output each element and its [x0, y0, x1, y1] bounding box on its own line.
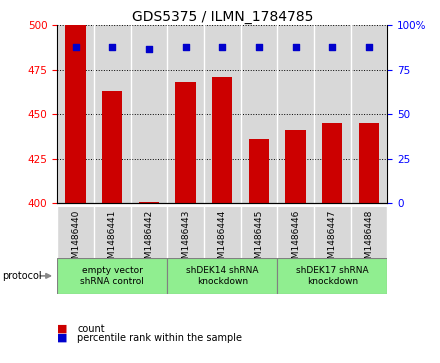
Title: GDS5375 / ILMN_1784785: GDS5375 / ILMN_1784785	[132, 11, 313, 24]
Point	[292, 44, 299, 50]
Bar	[131, 207, 167, 258]
Point	[109, 44, 116, 50]
Text: GSM1486443: GSM1486443	[181, 209, 190, 270]
Bar	[351, 207, 387, 258]
Text: protocol: protocol	[2, 271, 42, 281]
Text: empty vector
shRNA control: empty vector shRNA control	[80, 266, 144, 286]
Text: GSM1486448: GSM1486448	[364, 209, 374, 270]
Bar	[176, 82, 196, 203]
Bar	[94, 207, 131, 258]
Bar	[167, 25, 204, 203]
Bar	[286, 130, 306, 203]
Bar	[359, 123, 379, 203]
Bar	[131, 25, 167, 203]
Bar	[314, 25, 351, 203]
Point	[145, 46, 152, 52]
Text: GSM1486444: GSM1486444	[218, 209, 227, 270]
Point	[255, 44, 262, 50]
Point	[329, 44, 336, 50]
Bar	[57, 258, 167, 294]
Text: GSM1486442: GSM1486442	[144, 209, 154, 270]
Bar	[277, 207, 314, 258]
Bar	[351, 25, 387, 203]
Bar	[277, 258, 387, 294]
Bar	[204, 207, 241, 258]
Point	[365, 44, 372, 50]
Bar	[94, 25, 131, 203]
Text: GSM1486440: GSM1486440	[71, 209, 80, 270]
Text: shDEK17 shRNA
knockdown: shDEK17 shRNA knockdown	[296, 266, 369, 286]
Text: shDEK14 shRNA
knockdown: shDEK14 shRNA knockdown	[186, 266, 258, 286]
Text: count: count	[77, 323, 105, 334]
Text: GSM1486445: GSM1486445	[254, 209, 264, 270]
Bar	[212, 77, 232, 203]
Text: GSM1486447: GSM1486447	[328, 209, 337, 270]
Bar	[167, 258, 277, 294]
Text: percentile rank within the sample: percentile rank within the sample	[77, 333, 242, 343]
Bar	[57, 25, 94, 203]
Bar	[57, 207, 94, 258]
Bar	[204, 25, 241, 203]
Bar	[66, 25, 86, 203]
Text: GSM1486446: GSM1486446	[291, 209, 300, 270]
Bar	[139, 201, 159, 203]
Bar	[322, 123, 342, 203]
Text: ■: ■	[57, 333, 68, 343]
Text: GSM1486441: GSM1486441	[108, 209, 117, 270]
Point	[72, 44, 79, 50]
Point	[182, 44, 189, 50]
Bar	[314, 207, 351, 258]
Text: ■: ■	[57, 323, 68, 334]
Bar	[102, 91, 122, 203]
Bar	[277, 25, 314, 203]
Bar	[249, 139, 269, 203]
Bar	[241, 25, 277, 203]
Bar	[241, 207, 277, 258]
Bar	[167, 207, 204, 258]
Point	[219, 44, 226, 50]
